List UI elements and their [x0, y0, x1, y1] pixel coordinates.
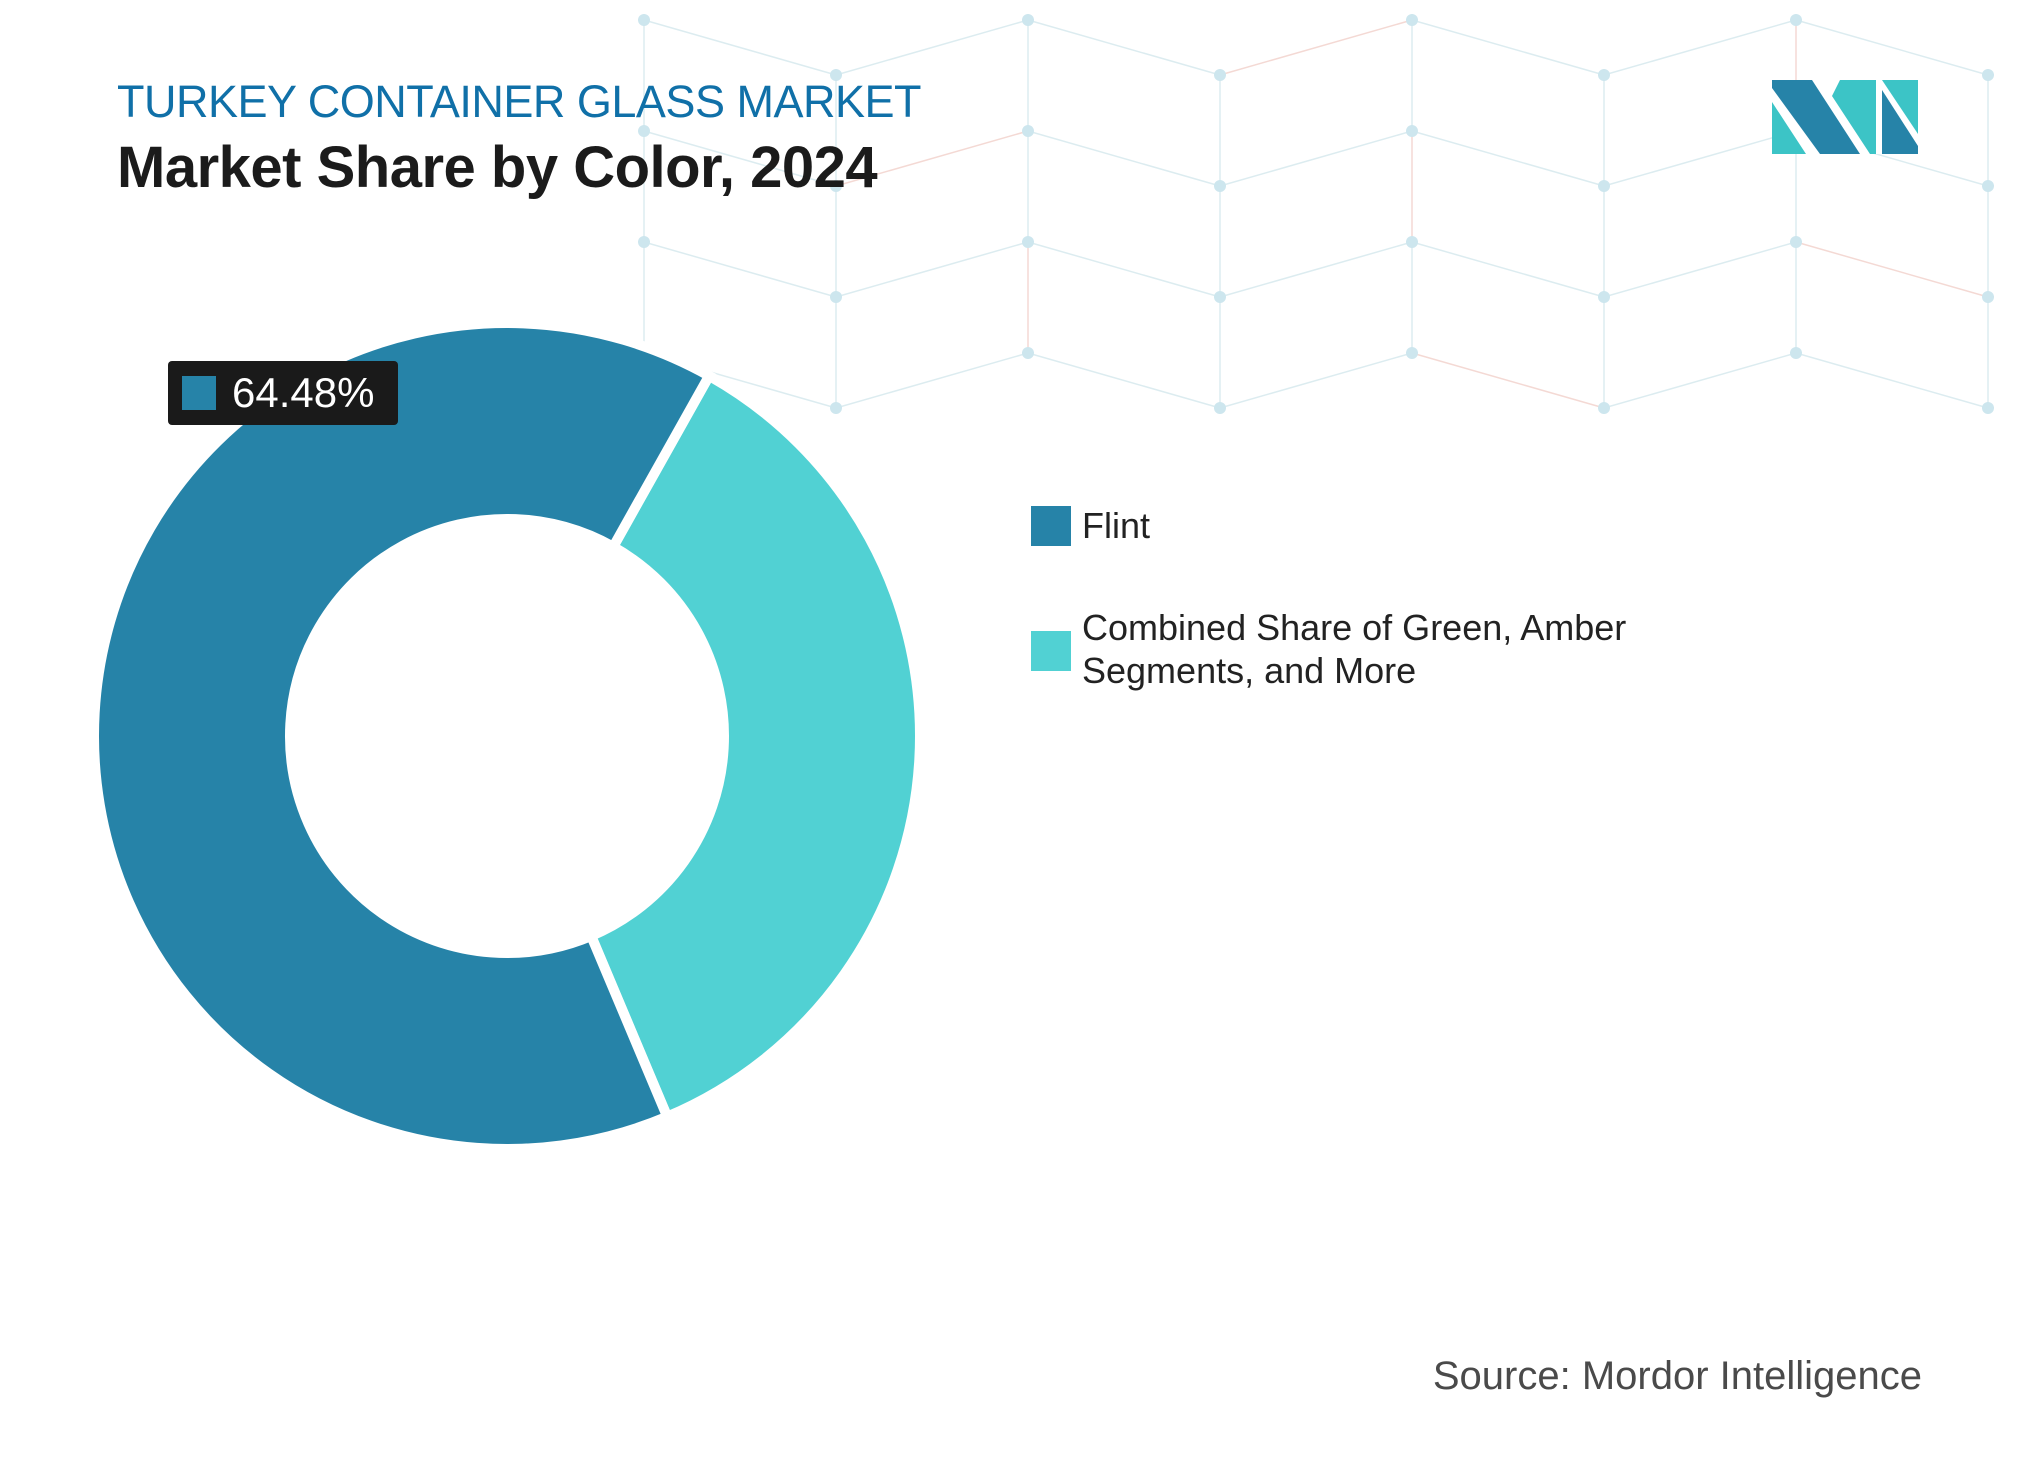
pattern-dot — [830, 180, 842, 192]
pattern-dot — [1982, 69, 1994, 81]
pattern-line — [1603, 130, 1797, 187]
data-label-text: 64.48% — [232, 369, 375, 416]
pattern-line — [1027, 130, 1221, 187]
pattern-line — [643, 19, 837, 76]
pattern-line — [1603, 352, 1797, 409]
pattern-dot — [1214, 69, 1226, 81]
pattern-dot — [830, 402, 842, 414]
pattern-dot — [1982, 180, 1994, 192]
pattern-dot — [1214, 402, 1226, 414]
pattern-dot — [1022, 236, 1034, 248]
chart-kicker: TURKEY CONTAINER GLASS MARKET — [117, 76, 921, 127]
pattern-line — [1411, 241, 1605, 298]
pattern-line — [1219, 19, 1413, 76]
pattern-dot — [1406, 14, 1418, 26]
pattern-dot — [1214, 180, 1226, 192]
pattern-dot — [1982, 402, 1994, 414]
pattern-dot — [1022, 14, 1034, 26]
pattern-dot — [1598, 69, 1610, 81]
pattern-dot — [1406, 236, 1418, 248]
pattern-line — [1027, 19, 1221, 76]
legend-item-combined: Combined Share of Green, Amber Segments,… — [1031, 606, 1722, 692]
pattern-line — [835, 19, 1029, 76]
pattern-dot — [1406, 125, 1418, 137]
pattern-line — [1603, 241, 1797, 298]
pattern-line — [1027, 241, 1221, 298]
pattern-line — [1411, 130, 1605, 187]
pattern-line — [643, 241, 837, 298]
pattern-line — [1219, 352, 1413, 409]
pattern-dot — [638, 14, 650, 26]
legend-swatch — [1031, 631, 1071, 671]
pattern-line — [1795, 352, 1989, 409]
pattern-dot — [830, 291, 842, 303]
pattern-dot — [1790, 236, 1802, 248]
pattern-line — [835, 130, 1029, 187]
donut-slice-combined — [584, 369, 925, 1124]
pattern-line — [1603, 19, 1797, 76]
pattern-dot — [1598, 291, 1610, 303]
pattern-line — [835, 241, 1029, 298]
pattern-dot — [638, 236, 650, 248]
source-note: Source: Mordor Intelligence — [1432, 1354, 1922, 1398]
mordor-logo — [1772, 80, 1918, 154]
legend-swatch — [1031, 506, 1071, 546]
pattern-dot — [1598, 402, 1610, 414]
pattern-line — [835, 352, 1029, 409]
pattern-dot — [1022, 347, 1034, 359]
legend-label: Flint — [1082, 505, 1151, 546]
pattern-line — [1411, 352, 1605, 409]
pattern-dot — [638, 125, 650, 137]
pattern-line — [1795, 19, 1989, 76]
pattern-line — [1219, 130, 1413, 187]
data-label-flint: 64.48% — [168, 361, 398, 425]
chart-title: Market Share by Color, 2024 — [117, 135, 878, 200]
data-label-swatch — [182, 376, 216, 410]
pattern-dot — [1598, 180, 1610, 192]
pattern-dot — [1406, 347, 1418, 359]
pattern-dot — [830, 69, 842, 81]
pattern-line — [1411, 19, 1605, 76]
pattern-dot — [1022, 125, 1034, 137]
donut-slice-flint — [89, 318, 716, 1154]
pattern-dot — [1790, 347, 1802, 359]
pattern-line — [1027, 352, 1221, 409]
pattern-dot — [1214, 291, 1226, 303]
legend-item-flint: Flint — [1031, 505, 1722, 547]
pattern-dot — [1790, 14, 1802, 26]
pattern-dot — [1982, 291, 1994, 303]
pattern-line — [1219, 241, 1413, 298]
legend-label: Combined Share of Green, Amber Segments,… — [1082, 607, 1627, 691]
pattern-line — [1795, 241, 1989, 298]
pattern-line — [643, 130, 837, 187]
